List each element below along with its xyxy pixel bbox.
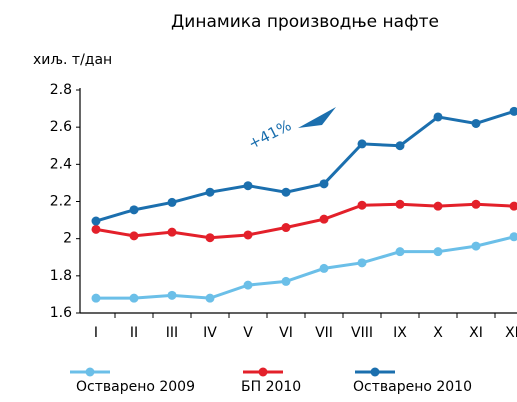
x-tick-label: VI [279,325,293,341]
point [91,224,101,234]
point [357,200,367,210]
series-line [96,235,515,300]
point [433,112,443,122]
y-tick-label: 2.8 [50,82,72,98]
point [471,241,481,251]
y-tick-label: 2.2 [50,194,72,210]
point [319,214,329,224]
x-tick-label: XI [469,325,483,341]
point [471,199,481,209]
point [357,139,367,149]
legend-label: БП 2010 [241,379,301,395]
point [395,199,405,209]
point [167,197,177,207]
point [243,181,253,191]
x-tick-label: II [130,325,138,341]
x-tick-label: IV [203,325,217,341]
point [167,290,177,300]
x-tick-label: I [94,325,98,341]
point [509,106,517,116]
trend-arrow [298,107,336,128]
point [129,205,139,215]
y-tick-label: 2.4 [50,156,72,172]
series-line [95,109,515,223]
point [433,201,443,211]
x-tick-label: V [243,325,253,341]
point [281,276,291,286]
point [509,232,517,242]
legend-marker [85,367,95,377]
series-line [95,202,515,240]
annotation: +41% [245,116,294,153]
y-axis-label: хиљ. т/дан [33,52,112,68]
x-tick-label: VIII [351,325,373,341]
legend-marker [258,367,268,377]
point [281,223,291,233]
legend-marker [370,367,380,377]
point [395,247,405,257]
x-tick-label: X [433,325,443,341]
chart-title: Динамика производње нафте [171,12,439,32]
point [91,293,101,303]
point [433,247,443,257]
x-tick-label: VII [315,325,333,341]
point [205,233,215,243]
y-tick-label: 1.8 [50,268,72,284]
legend-label: Остварено 2009 [76,379,195,395]
legend-label: Остварено 2010 [353,379,472,395]
point [281,187,291,197]
point [509,201,517,211]
y-tick-label: 1.6 [50,305,72,321]
point [129,231,139,241]
x-tick-label: III [166,325,178,341]
point [205,187,215,197]
point [319,263,329,273]
point [243,230,253,240]
x-tick-label: XII [505,325,517,341]
y-tick-label: 2.6 [50,119,72,135]
point [205,293,215,303]
point [91,216,101,226]
point [129,293,139,303]
y-tick-label: 2 [63,231,72,247]
x-tick-label: IX [393,325,407,341]
point [167,227,177,237]
point [395,141,405,151]
point [471,118,481,128]
point [357,258,367,268]
point [243,280,253,290]
point [319,179,329,189]
